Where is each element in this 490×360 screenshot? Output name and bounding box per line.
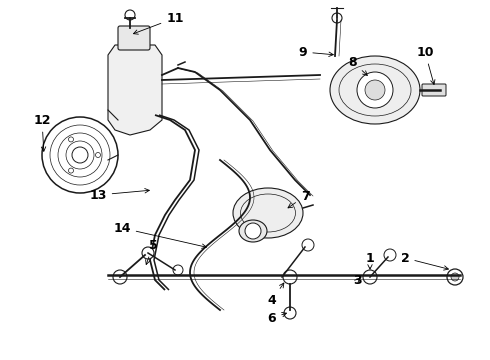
Circle shape — [302, 239, 314, 251]
Circle shape — [125, 10, 135, 20]
FancyBboxPatch shape — [118, 26, 150, 50]
Text: 2: 2 — [401, 252, 448, 270]
Polygon shape — [108, 45, 162, 135]
Circle shape — [69, 137, 74, 142]
Circle shape — [363, 270, 377, 284]
Text: 1: 1 — [366, 252, 374, 269]
Ellipse shape — [233, 188, 303, 238]
Circle shape — [173, 265, 183, 275]
Circle shape — [96, 153, 100, 158]
Circle shape — [365, 80, 385, 100]
Text: 12: 12 — [33, 113, 51, 151]
Text: 3: 3 — [354, 274, 362, 287]
Text: 8: 8 — [349, 55, 368, 76]
Circle shape — [357, 72, 393, 108]
Circle shape — [447, 269, 463, 285]
Text: 5: 5 — [146, 239, 157, 265]
Ellipse shape — [330, 56, 420, 124]
Circle shape — [384, 249, 396, 261]
Text: 6: 6 — [268, 311, 287, 324]
Text: 14: 14 — [113, 221, 206, 248]
FancyBboxPatch shape — [422, 84, 446, 96]
Text: 10: 10 — [416, 45, 435, 85]
Circle shape — [451, 273, 459, 281]
Circle shape — [69, 168, 74, 173]
Circle shape — [332, 13, 342, 23]
Text: 11: 11 — [133, 12, 184, 34]
Circle shape — [142, 247, 154, 259]
Circle shape — [72, 147, 88, 163]
Circle shape — [113, 270, 127, 284]
Circle shape — [284, 307, 296, 319]
Ellipse shape — [239, 220, 267, 242]
Circle shape — [245, 223, 261, 239]
Text: 9: 9 — [299, 45, 333, 59]
Text: 7: 7 — [288, 189, 309, 208]
Text: 4: 4 — [268, 283, 284, 306]
Text: 13: 13 — [89, 189, 149, 202]
Circle shape — [283, 270, 297, 284]
